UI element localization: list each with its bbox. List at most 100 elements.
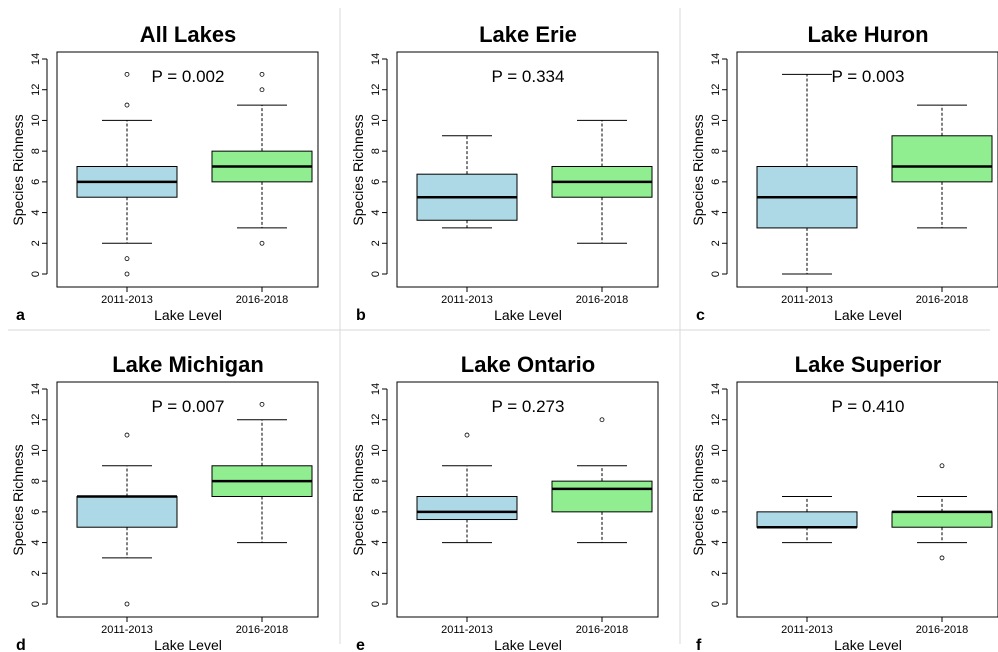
x-tick-label: 2016-2018 <box>916 624 969 636</box>
y-tick-label: 8 <box>710 148 722 154</box>
p-value-annotation: P = 0.273 <box>492 397 565 416</box>
y-tick-label: 8 <box>710 478 722 484</box>
y-axis-label: Species Richness <box>690 444 706 555</box>
y-tick-label: 12 <box>710 84 722 96</box>
box-iqr <box>551 480 653 513</box>
outlier-point <box>599 417 605 423</box>
box-iqr <box>756 511 858 528</box>
panel-title: Lake Superior <box>795 352 942 377</box>
p-value-annotation: P = 0.003 <box>832 67 905 86</box>
y-tick-label: 14 <box>370 53 382 65</box>
panel-a: All Lakes P = 0.002 0 2 4 6 8 10 12 14 Species Ric… <box>10 22 319 324</box>
y-tick-label: 2 <box>370 240 382 246</box>
y-axis-label: Species Richness <box>690 114 706 225</box>
y-axis-label: Species Richness <box>10 444 26 555</box>
x-tick-label: 2016-2018 <box>236 624 289 636</box>
x-axis-label: Lake Level <box>494 637 562 652</box>
panel-letter: a <box>16 307 25 324</box>
box-2016-2018 <box>891 463 993 561</box>
y-tick-label: 6 <box>710 509 722 515</box>
y-tick-label: 10 <box>30 114 42 126</box>
panel-d: Lake Michigan P = 0.007 0 2 4 6 8 10 12 14 Species… <box>10 352 319 652</box>
y-tick-label: 0 <box>710 271 722 277</box>
y-tick-label: 2 <box>710 240 722 246</box>
panel-b: Lake Erie P = 0.334 0 2 4 6 8 10 12 14 Species Ric… <box>350 22 659 324</box>
y-tick-label: 4 <box>30 210 42 216</box>
y-tick-label: 14 <box>30 53 42 65</box>
outlier-point <box>259 401 265 407</box>
box-iqr <box>76 496 178 528</box>
panel-letter: b <box>356 307 366 324</box>
y-tick-label: 6 <box>30 179 42 185</box>
outlier-point <box>259 71 265 77</box>
panel-letter: c <box>696 307 705 324</box>
y-tick-label: 4 <box>370 210 382 216</box>
outlier-point <box>464 432 470 438</box>
outlier-point <box>124 432 130 438</box>
y-tick-label: 0 <box>710 601 722 607</box>
outlier-point <box>124 256 130 262</box>
x-axis-label: Lake Level <box>154 637 222 652</box>
outlier-point <box>259 87 265 93</box>
x-tick-label: 2016-2018 <box>576 294 629 306</box>
y-tick-label: 8 <box>370 478 382 484</box>
y-tick-label: 14 <box>30 383 42 395</box>
y-tick-label: 4 <box>710 540 722 546</box>
y-tick-label: 0 <box>30 271 42 277</box>
outlier-point <box>124 71 130 77</box>
panel-title: All Lakes <box>140 22 237 47</box>
outlier-point <box>259 240 265 246</box>
y-tick-label: 8 <box>30 478 42 484</box>
y-tick-label: 0 <box>370 601 382 607</box>
y-tick-label: 2 <box>710 570 722 576</box>
y-tick-label: 4 <box>30 540 42 546</box>
y-tick-label: 6 <box>370 179 382 185</box>
y-tick-label: 8 <box>370 148 382 154</box>
panel-title: Lake Erie <box>479 22 577 47</box>
panel-letter: f <box>696 637 702 652</box>
x-tick-label: 2016-2018 <box>236 294 289 306</box>
y-tick-label: 6 <box>710 179 722 185</box>
x-axis-label: Lake Level <box>494 307 562 323</box>
y-tick-label: 12 <box>370 84 382 96</box>
p-value-annotation: P = 0.007 <box>152 397 225 416</box>
x-tick-label: 2016-2018 <box>916 294 969 306</box>
y-tick-label: 10 <box>30 444 42 456</box>
y-axis-label: Species Richness <box>350 114 366 225</box>
y-tick-label: 14 <box>710 53 722 65</box>
box-2016-2018 <box>211 71 313 246</box>
outlier-point <box>939 555 945 561</box>
box-2011-2013 <box>416 432 518 544</box>
box-2011-2013 <box>756 496 858 544</box>
y-tick-label: 10 <box>370 444 382 456</box>
x-tick-label: 2011-2013 <box>101 624 153 636</box>
p-value-annotation: P = 0.002 <box>152 67 225 86</box>
p-value-annotation: P = 0.410 <box>832 397 905 416</box>
panel-letter: e <box>356 637 365 652</box>
x-tick-label: 2016-2018 <box>576 624 629 636</box>
y-axis-label: Species Richness <box>10 114 26 225</box>
y-tick-label: 2 <box>370 570 382 576</box>
box-iqr <box>416 496 518 521</box>
x-tick-label: 2011-2013 <box>781 624 833 636</box>
y-tick-label: 10 <box>710 444 722 456</box>
y-tick-label: 10 <box>370 114 382 126</box>
box-iqr <box>891 135 993 183</box>
outlier-point <box>124 102 130 108</box>
box-2016-2018 <box>211 401 313 544</box>
outlier-point <box>124 601 130 607</box>
box-2016-2018 <box>551 417 653 544</box>
panel-letter: d <box>16 637 26 652</box>
panel-title: Lake Michigan <box>112 352 264 377</box>
y-tick-label: 12 <box>370 414 382 426</box>
y-tick-label: 12 <box>30 84 42 96</box>
panel-e: Lake Ontario P = 0.273 0 2 4 6 8 10 12 14 Species … <box>350 352 659 652</box>
x-axis-label: Lake Level <box>154 307 222 323</box>
y-tick-label: 4 <box>710 210 722 216</box>
x-tick-label: 2011-2013 <box>101 294 153 306</box>
y-tick-label: 0 <box>30 601 42 607</box>
y-tick-label: 2 <box>30 240 42 246</box>
y-tick-label: 14 <box>370 383 382 395</box>
box-2011-2013 <box>756 73 858 275</box>
